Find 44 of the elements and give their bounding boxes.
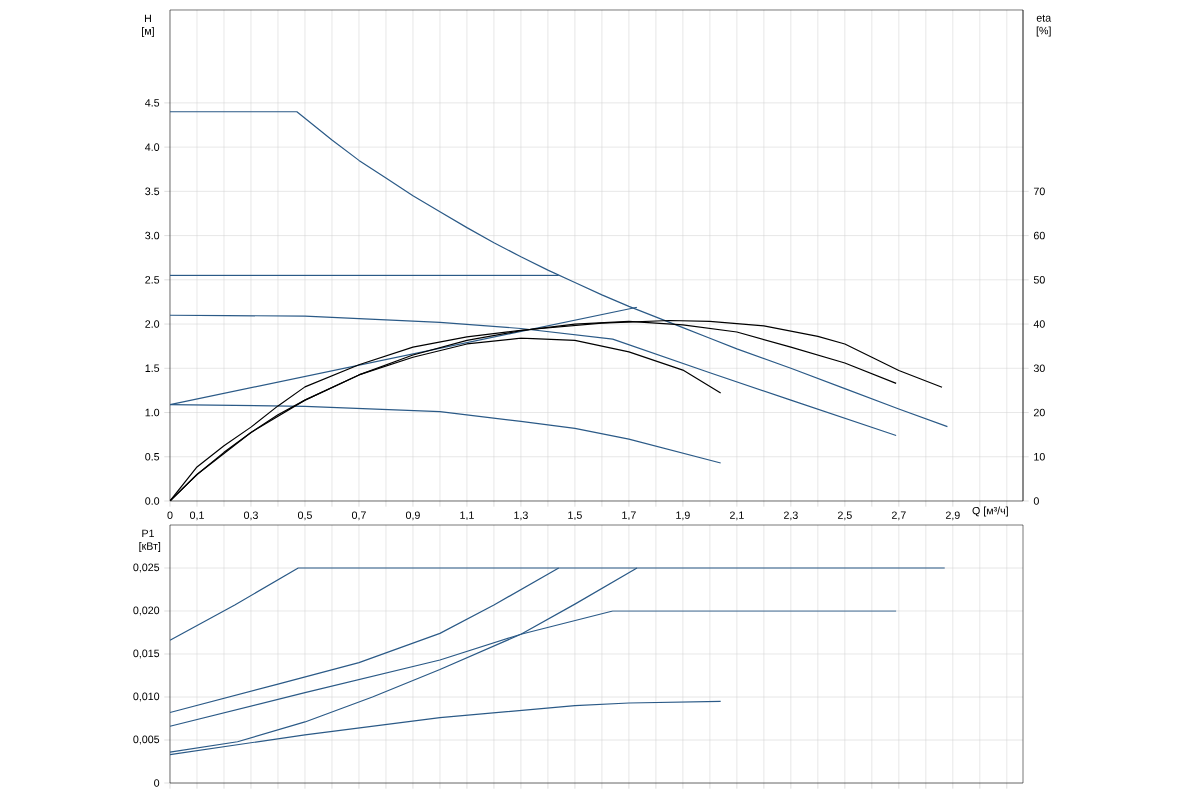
- x-tick-label: 2,3: [783, 511, 798, 521]
- y2-tick-label: 60: [1033, 231, 1045, 240]
- y2-tick-label: 70: [1033, 187, 1045, 196]
- y-tick-label: 0,010: [133, 692, 160, 702]
- y-tick-label: 3.0: [145, 231, 160, 240]
- y-tick-label: 0,005: [133, 735, 160, 745]
- y-tick-label: 1.0: [145, 408, 160, 417]
- x-tick-label: 0,1: [190, 511, 204, 521]
- y-tick-label: 0.5: [145, 452, 160, 461]
- x-tick-label: 0,3: [243, 511, 258, 521]
- y2-tick-label: 30: [1033, 364, 1045, 373]
- y-tick-label: 0.0: [145, 497, 160, 505]
- y-tick-label: 2.0: [145, 320, 160, 328]
- y-axis-title: P1 [кВт]: [139, 529, 161, 552]
- x-tick-label: 0,7: [351, 511, 366, 521]
- y-tick-label: 0,015: [133, 649, 160, 659]
- x-tick-label: 0: [167, 511, 173, 519]
- y2-tick-label: 50: [1033, 276, 1045, 284]
- x-tick-label: 2,1: [730, 511, 744, 521]
- x-tick-label: 1,9: [676, 511, 690, 521]
- y2-tick-label: 20: [1033, 408, 1045, 417]
- y-tick-label: 4.5: [145, 99, 160, 107]
- x-tick-label: 1,5: [568, 511, 582, 521]
- y-tick-label: 0,020: [133, 606, 160, 616]
- x-tick-label: 2,9: [945, 511, 960, 521]
- y-tick-label: 2.5: [145, 276, 160, 284]
- y2-tick-label: 0: [1033, 497, 1039, 505]
- y2-tick-label: 40: [1033, 320, 1045, 328]
- y-tick-label: 4.0: [145, 143, 160, 151]
- y-tick-label: 0: [154, 779, 160, 787]
- y2-axis-title: eta [%]: [1036, 14, 1052, 37]
- x-tick-label: 1,7: [622, 511, 636, 521]
- x-tick-label: 0,9: [405, 511, 420, 521]
- y-tick-label: 3.5: [145, 187, 160, 196]
- x-tick-label: 2,7: [891, 511, 906, 521]
- x-tick-label: 2,5: [837, 511, 852, 521]
- x-tick-label: 0,5: [297, 511, 312, 521]
- y2-tick-label: 10: [1034, 452, 1045, 461]
- x-tick-label: 1,1: [460, 511, 474, 521]
- y-tick-label: 1.5: [145, 364, 160, 373]
- x-axis-title: Q [м³/ч]: [972, 506, 1008, 517]
- y-tick-label: 0,025: [133, 563, 160, 573]
- x-tick-label: 1,3: [514, 511, 528, 521]
- y-axis-title: H [м]: [142, 14, 154, 37]
